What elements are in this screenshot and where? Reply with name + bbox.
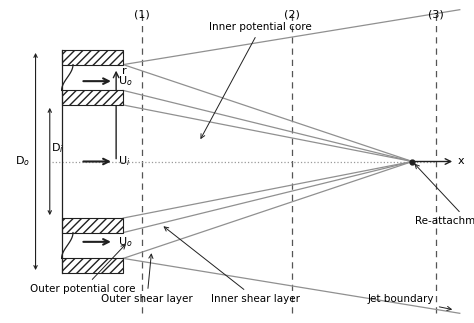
Bar (62, 50, 123, 65)
Text: D$_i$: D$_i$ (51, 142, 64, 155)
Text: Jet boundary: Jet boundary (367, 294, 451, 310)
Text: (3): (3) (428, 10, 444, 20)
Text: Inner shear layer: Inner shear layer (164, 227, 301, 304)
Text: x: x (457, 157, 464, 166)
Text: Re-attachment point: Re-attachment point (415, 164, 474, 226)
Text: r: r (122, 66, 127, 76)
Text: U$_o$: U$_o$ (118, 235, 133, 249)
Text: Inner potential core: Inner potential core (201, 22, 312, 138)
Bar (62, 218, 123, 233)
Text: Outer potential core: Outer potential core (30, 245, 136, 294)
Text: (2): (2) (283, 10, 300, 20)
Text: U$_o$: U$_o$ (118, 74, 133, 88)
Text: U$_i$: U$_i$ (118, 155, 131, 168)
Text: D$_o$: D$_o$ (15, 155, 30, 168)
Text: (1): (1) (134, 10, 150, 20)
Bar (62, 258, 123, 273)
Text: Outer shear layer: Outer shear layer (101, 254, 193, 304)
Bar (62, 90, 123, 105)
